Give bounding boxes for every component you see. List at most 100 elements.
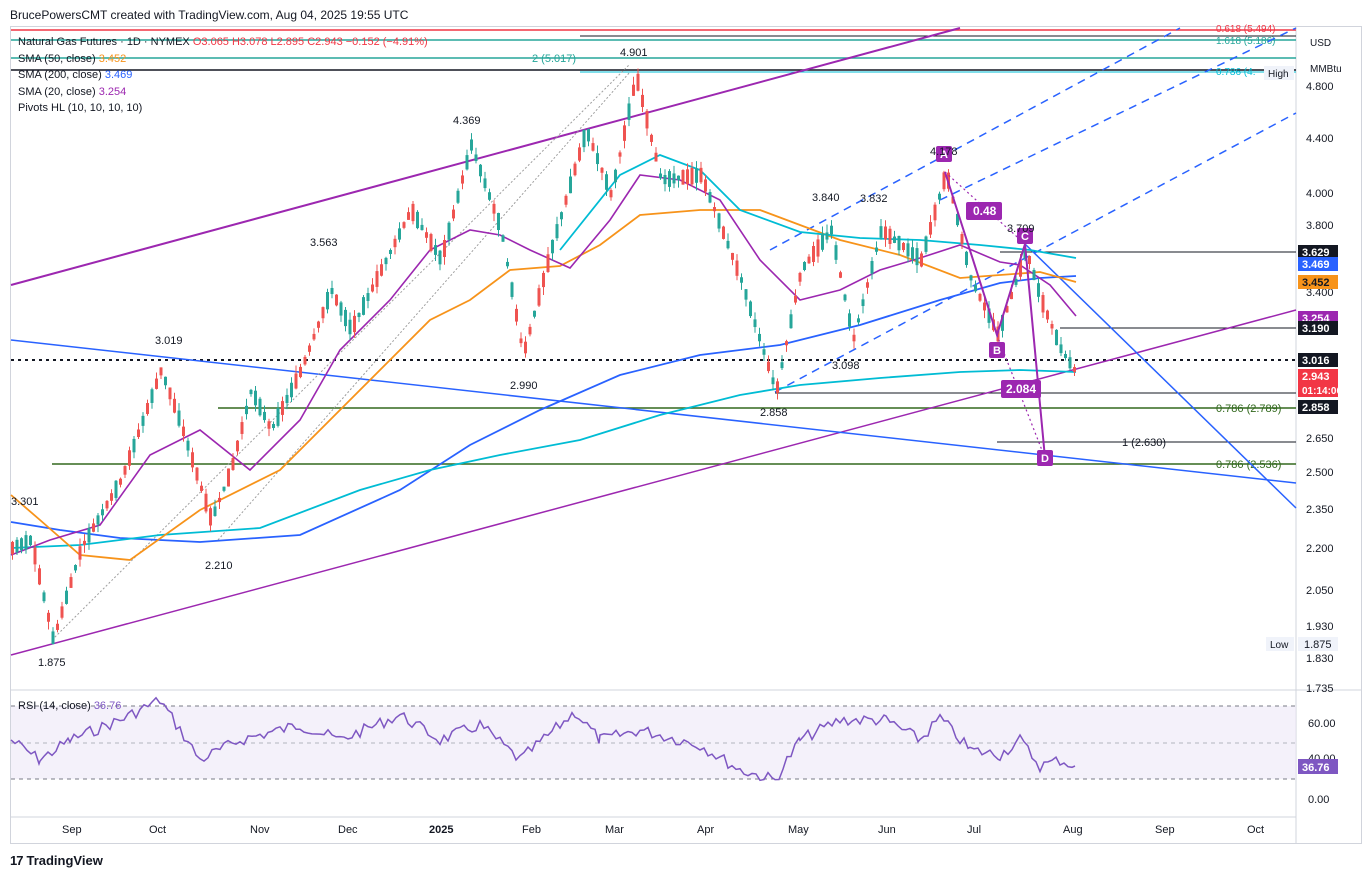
- candle-body: [479, 164, 482, 177]
- candle-body: [987, 308, 991, 323]
- rsi-tick-label: 60.00: [1308, 718, 1336, 730]
- candle-body: [555, 224, 559, 239]
- candle-body: [389, 249, 392, 255]
- candle-body: [731, 252, 734, 260]
- legend-sma200[interactable]: SMA (200, close) 3.469: [18, 67, 428, 84]
- month-label: Sep: [62, 824, 82, 836]
- harmonic-ratio-badge: [966, 202, 1002, 220]
- candle-body: [983, 302, 986, 311]
- candle-body: [218, 497, 221, 503]
- candle-body: [582, 129, 586, 148]
- candle-body: [141, 415, 145, 426]
- candle-body: [357, 312, 361, 318]
- candle-body: [339, 302, 343, 316]
- candle-body: [123, 466, 127, 475]
- candle-body: [47, 612, 50, 622]
- harmonic-point-badge: [1037, 450, 1053, 466]
- candle-body: [537, 288, 541, 306]
- candle-body: [42, 592, 46, 602]
- candle-body: [398, 228, 401, 240]
- candle-body: [614, 169, 617, 183]
- rsi-legend[interactable]: RSI (14, close) 36.76: [18, 700, 121, 712]
- candle-body: [681, 170, 685, 185]
- candle-body: [753, 319, 757, 328]
- candle-body: [132, 438, 136, 453]
- month-label: Mar: [605, 824, 624, 836]
- candle-body: [1046, 310, 1049, 320]
- candle-body: [848, 313, 851, 327]
- candle-body: [492, 203, 496, 214]
- symbol-title[interactable]: Natural Gas Futures · 1D · NYMEX: [18, 36, 190, 48]
- candle-body: [933, 204, 937, 221]
- rsi-label: RSI (14, close): [18, 700, 91, 712]
- pivot-label: 4.178: [930, 146, 958, 158]
- candle-body: [596, 153, 599, 165]
- month-label: Apr: [697, 824, 714, 836]
- candle-body: [461, 175, 464, 184]
- candle-body: [546, 254, 550, 272]
- tradingview-logo[interactable]: 17 TradingView: [10, 853, 103, 868]
- falling-trendline: [10, 339, 1297, 484]
- candle-body: [281, 401, 284, 415]
- legend-sma20[interactable]: SMA (20, close) 3.254: [18, 84, 428, 101]
- candle-body: [164, 376, 167, 386]
- legend-pivots[interactable]: Pivots HL (10, 10, 10, 10): [18, 100, 428, 117]
- candle-body: [11, 541, 14, 555]
- candle-body: [524, 341, 527, 354]
- candle-body: [659, 173, 662, 179]
- candle-body: [911, 247, 914, 260]
- candle-body: [654, 152, 658, 162]
- candle-body: [870, 260, 874, 274]
- sma20-value: 3.254: [98, 85, 127, 98]
- pivot-label: 2.210: [205, 560, 233, 572]
- candle-body: [227, 468, 230, 487]
- candle-body: [771, 377, 775, 385]
- pivot-label: 1.875: [38, 657, 66, 669]
- price-tag: [1298, 353, 1338, 367]
- candle-body: [740, 277, 743, 283]
- candle-body: [875, 247, 878, 252]
- chart-byline: BrucePowersCMT created with TradingView.…: [10, 8, 409, 22]
- candle-body: [321, 307, 325, 319]
- candle-body: [456, 190, 460, 203]
- candle-body: [929, 222, 932, 235]
- candle-body: [510, 282, 514, 297]
- dashed-channel-1: [769, 27, 1181, 251]
- fib-label-2536: 0.786 (2.536): [1216, 459, 1281, 471]
- candle-body: [38, 568, 41, 585]
- candle-body: [776, 381, 779, 393]
- candle-body: [186, 440, 190, 451]
- candle-body: [857, 318, 860, 323]
- candle-body: [204, 493, 208, 512]
- price-tag-text: 2.858: [1302, 402, 1330, 414]
- candle-body: [182, 426, 185, 437]
- month-label: Jun: [878, 824, 896, 836]
- candle-body: [245, 405, 248, 415]
- candle-body: [812, 246, 815, 262]
- candle-body: [285, 394, 289, 404]
- unit-label[interactable]: MMBtu: [1310, 64, 1342, 75]
- legend-sma50[interactable]: SMA (50, close) 3.452: [18, 51, 428, 68]
- price-tick-label: 1.830: [1306, 653, 1334, 665]
- candle-body: [735, 260, 739, 276]
- harmonic-ratio-label: 0.48: [973, 204, 997, 218]
- price-tag: [1298, 321, 1338, 335]
- harmonic-xabcd: [944, 171, 1046, 459]
- pivots-label: Pivots HL (10, 10, 10, 10): [18, 102, 143, 114]
- candle-body: [24, 535, 28, 550]
- currency-label[interactable]: USD: [1310, 38, 1332, 49]
- candle-body: [51, 631, 55, 645]
- candle-body: [821, 234, 824, 250]
- sma200-line: [10, 275, 1077, 543]
- candle-body: [515, 308, 518, 322]
- candle-body: [578, 147, 581, 161]
- candle-body: [150, 389, 154, 403]
- candle-body: [33, 547, 37, 565]
- candle-body: [114, 480, 118, 498]
- rsi-tick-label: 0.00: [1308, 794, 1329, 806]
- candle-body: [92, 523, 95, 532]
- pivot-label: 3.832: [860, 193, 888, 205]
- candle-body: [708, 192, 712, 203]
- candle-body: [272, 423, 275, 429]
